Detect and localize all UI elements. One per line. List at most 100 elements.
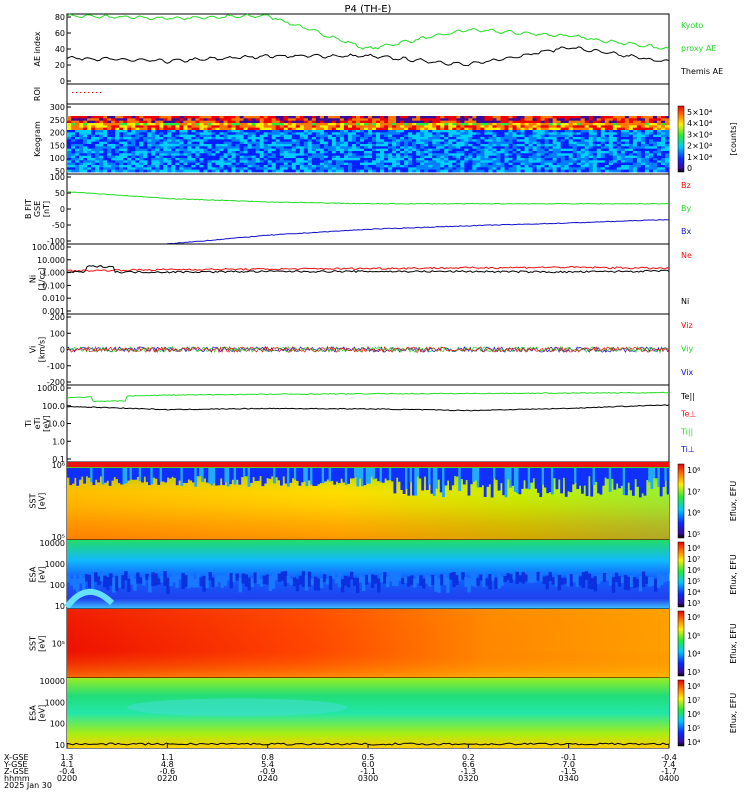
keogram-cell [608,153,614,157]
keogram-cell [448,162,453,166]
keogram-cell [556,118,562,122]
keogram-cell [628,123,634,126]
keogram-cell [163,125,168,129]
keogram-cell [480,144,485,147]
keogram-cell [279,127,285,131]
keogram-cell [664,120,670,124]
spectrogram-cell [94,572,98,582]
keogram-cell [263,130,269,133]
keogram-cell [424,151,429,154]
keogram-cell [191,139,196,143]
colorbar-tick: 2×10⁴ [687,142,712,151]
keogram-cell [139,160,144,164]
keogram-cell [75,134,80,138]
keogram-cell [359,146,365,150]
y-axis-label: [eV] [38,635,47,652]
keogram-cell [95,134,100,138]
spectrogram-cell [386,468,390,481]
spectrogram-cell [205,572,209,588]
keogram-cell [576,158,582,161]
keogram-cell [219,160,224,164]
spectrogram-cell [554,575,559,587]
keogram-cell [215,118,220,122]
keogram-cell [231,162,236,166]
keogram-cell [187,118,192,122]
keogram-cell [231,153,236,157]
keogram-cell [524,160,529,164]
keogram-cell [251,120,257,124]
keogram-cell [331,132,337,136]
keogram-cell [584,162,590,166]
keogram-cell [151,146,156,150]
spectrogram-cell [152,468,156,478]
keogram-cell [444,116,449,119]
keogram-cell [544,153,549,157]
keogram-cell [400,125,405,129]
keogram-cell [556,127,562,131]
keogram-cell [404,141,409,145]
keogram-cell [83,148,88,152]
keogram-cell [660,134,666,138]
keogram-cell [219,134,224,138]
keogram-cell [436,139,441,143]
keogram-cell [71,169,76,173]
keogram-cell [408,134,413,138]
keogram-cell [175,116,180,119]
keogram-cell [179,146,184,150]
keogram-cell [412,162,417,166]
keogram-cell [331,127,337,131]
keogram-cell [79,139,84,143]
keogram-cell [75,141,80,145]
keogram-cell [195,118,200,122]
keogram-cell [263,120,269,124]
keogram-cell [155,141,160,145]
keogram-cell [380,116,385,119]
keogram-cell [528,148,533,152]
keogram-cell [372,151,377,154]
keogram-cell [596,132,602,136]
keogram-cell [183,146,188,150]
keogram-cell [75,158,80,161]
keogram-cell [223,120,228,124]
spectrogram-cell [189,468,193,481]
spectrogram-cell [196,468,200,477]
keogram-cell [532,169,537,173]
keogram-cell [319,125,325,129]
keogram-cell [504,132,509,136]
colorbar-scale [677,610,685,677]
keogram-cell [279,160,285,164]
keogram-cell [400,146,405,150]
colorbar-label: Eflux, EFU [729,554,738,595]
keogram-cell [572,153,578,157]
keogram-cell [83,134,88,138]
keogram-cell [243,165,248,168]
keogram-cell [339,146,345,150]
keogram-cell [476,167,481,171]
keogram-cell [636,169,642,173]
keogram-cell [548,169,554,173]
spectrogram-cell [117,468,121,484]
keogram-cell [540,130,545,133]
keogram-cell [147,167,152,171]
keogram-cell [95,148,100,152]
keogram-cell [231,141,236,145]
keogram-cell [572,162,578,166]
keogram-cell [572,167,578,171]
keogram-cell [151,155,156,159]
keogram-cell [536,123,541,126]
keogram-cell [444,130,449,133]
keogram-cell [372,169,377,173]
keogram-cell [207,167,212,171]
keogram-cell [432,132,437,136]
keogram-cell [508,146,513,150]
legend-entry: Kyoto [681,21,703,30]
keogram-cell [267,120,273,124]
keogram-cell [347,134,353,138]
keogram-cell [628,151,634,154]
keogram-cell [335,155,341,159]
keogram-cell [131,125,136,129]
keogram-cell [203,153,208,157]
spectrogram-cell [322,574,327,582]
keogram-cell [91,132,96,136]
keogram-cell [71,120,76,124]
